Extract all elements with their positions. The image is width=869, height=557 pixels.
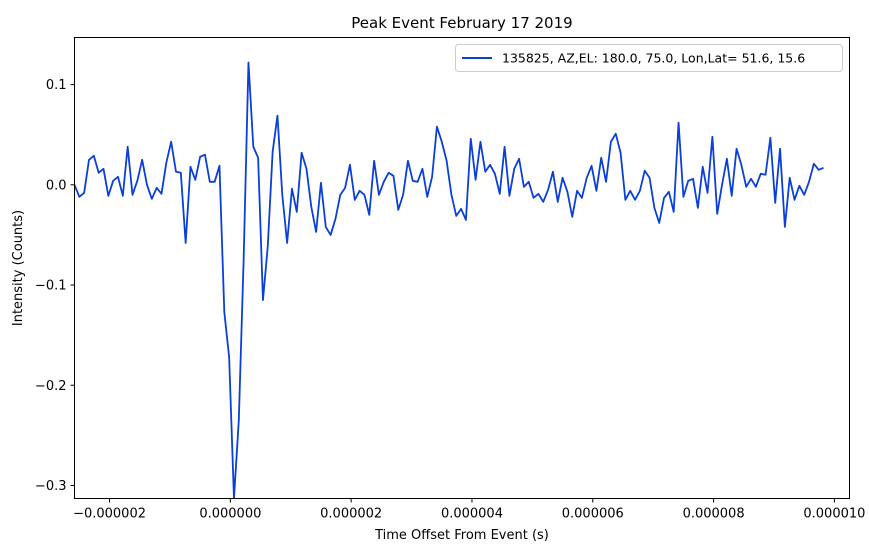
x-axis: −0.000002 0.000000 0.000002 0.000004 0.00000… <box>73 498 865 522</box>
x-tick-label: 0.000006 <box>562 507 624 522</box>
legend: 135825, AZ,EL: 180.0, 75.0, Lon,Lat= 51.… <box>455 44 843 72</box>
y-tick-label: −0.2 <box>35 379 67 394</box>
plot-frame <box>74 37 850 499</box>
y-axis: 0.1 0.0 −0.1 −0.2 −0.3 <box>35 78 75 494</box>
y-tick-label: 0.1 <box>46 78 67 93</box>
x-tick-label: 0.000008 <box>683 507 745 522</box>
plot-line-layer <box>74 61 824 499</box>
legend-box <box>455 44 843 72</box>
x-tick-label: 0.000004 <box>441 507 503 522</box>
x-tick-label: −0.000002 <box>73 507 146 522</box>
y-tick-label: −0.3 <box>35 479 67 494</box>
series-line-0 <box>74 61 824 499</box>
x-tick-label: 0.000000 <box>199 507 261 522</box>
x-axis-label: Time Offset From Event (s) <box>374 528 549 543</box>
y-axis-label: Intensity (Counts) <box>11 210 26 326</box>
x-tick-label: 0.000002 <box>320 507 382 522</box>
x-tick-label: 0.000010 <box>803 507 865 522</box>
chart-title: Peak Event February 17 2019 <box>351 14 572 32</box>
legend-entry-label: 135825, AZ,EL: 180.0, 75.0, Lon,Lat= 51.… <box>502 51 805 66</box>
y-tick-label: 0.0 <box>46 178 67 193</box>
y-tick-label: −0.1 <box>35 279 67 294</box>
